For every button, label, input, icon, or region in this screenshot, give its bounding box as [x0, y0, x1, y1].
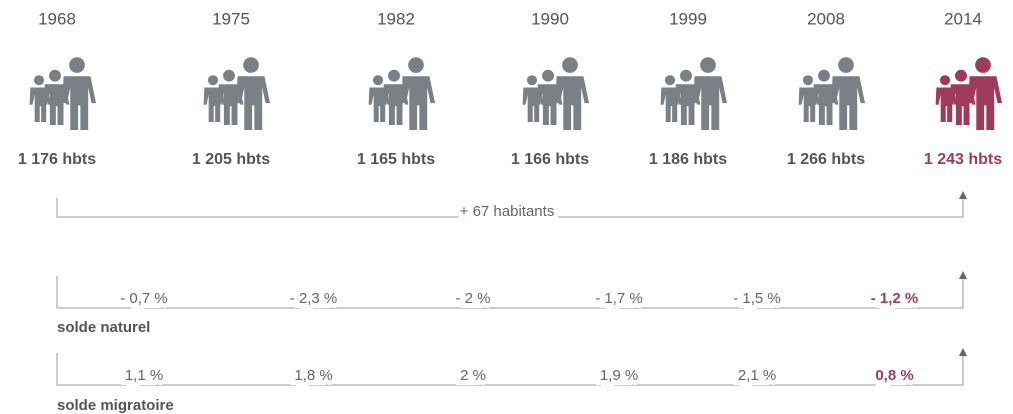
rate-value: 0,8 % [875, 367, 913, 384]
row-label: solde naturel [57, 319, 150, 336]
population: 1 165 hbts [357, 151, 435, 168]
people-icon [935, 57, 1003, 130]
population: 1 205 hbts [192, 151, 270, 168]
people-icon [522, 57, 590, 130]
person-body [693, 76, 728, 130]
rate-value: - 1,5 % [733, 290, 781, 307]
year: 2014 [944, 9, 982, 28]
population: 1 176 hbts [18, 151, 96, 168]
person-body [831, 76, 866, 130]
person-head [680, 69, 692, 82]
rate-line [56, 353, 964, 386]
year: 1999 [669, 9, 707, 28]
person-body [555, 76, 590, 130]
person-head [802, 75, 814, 86]
person-head [207, 75, 219, 86]
rate-value: - 1,2 % [871, 290, 919, 307]
person-head [542, 69, 554, 82]
person-head [33, 75, 45, 86]
population: 1 243 hbts [924, 151, 1002, 168]
bracket [56, 196, 964, 218]
people-icon [203, 57, 271, 130]
person-head [69, 57, 85, 73]
person-head [223, 69, 235, 82]
person-head [49, 69, 61, 82]
person-head [388, 69, 400, 82]
person-head [939, 75, 951, 86]
people-icon [29, 57, 97, 130]
person-body [401, 76, 436, 130]
rate-value: 1,9 % [600, 367, 638, 384]
person-body [62, 76, 97, 130]
rate-value: 2 % [460, 367, 486, 384]
population: 1 186 hbts [649, 151, 727, 168]
year: 1982 [377, 9, 415, 28]
person-head [372, 75, 384, 86]
rate-value: 1,1 % [125, 367, 163, 384]
rate-line [56, 276, 964, 309]
people-icon [368, 57, 436, 130]
arrow [959, 191, 967, 199]
person-head [664, 75, 676, 86]
year: 1968 [38, 9, 76, 28]
arrow [959, 348, 967, 356]
people-icon [798, 57, 866, 130]
arrow [959, 271, 967, 279]
person-head [955, 69, 967, 82]
rate-value: - 0,7 % [120, 290, 168, 307]
row-label: solde migratoire [57, 397, 174, 414]
person-head [818, 69, 830, 82]
rate-value: - 1,7 % [595, 290, 643, 307]
person-body [236, 76, 271, 130]
year: 1990 [531, 9, 569, 28]
population: 1 266 hbts [787, 151, 865, 168]
total-change: + 67 habitants [460, 203, 555, 220]
people-icon [660, 57, 728, 130]
person-head [838, 57, 854, 73]
person-head [562, 57, 578, 73]
person-body [968, 76, 1003, 130]
rate-value: 2,1 % [738, 367, 776, 384]
person-head [700, 57, 716, 73]
person-head [243, 57, 259, 73]
population: 1 166 hbts [511, 151, 589, 168]
rate-value: - 2,3 % [290, 290, 338, 307]
year: 2008 [807, 9, 845, 28]
person-head [975, 57, 991, 73]
rate-value: 1,8 % [294, 367, 332, 384]
person-head [408, 57, 424, 73]
year: 1975 [212, 9, 250, 28]
person-head [526, 75, 538, 86]
rate-value: - 2 % [455, 290, 490, 307]
